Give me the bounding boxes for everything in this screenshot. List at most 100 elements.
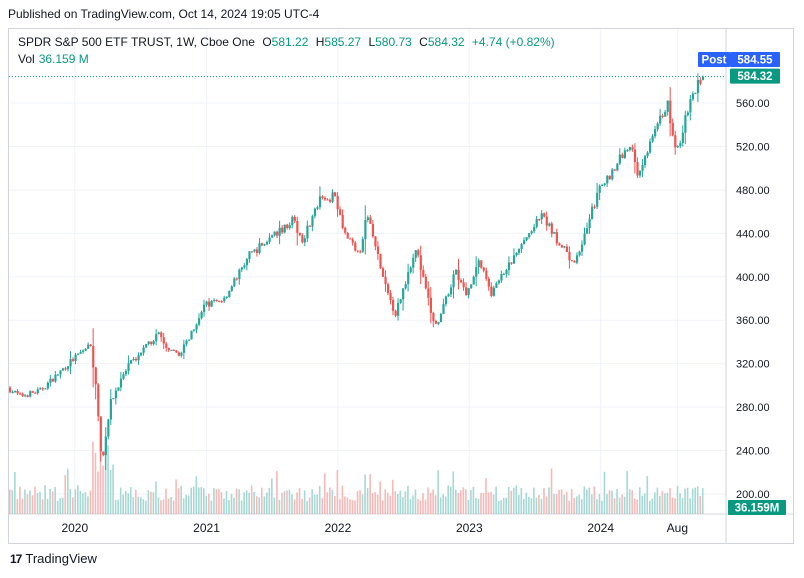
volume-bar (195, 476, 198, 514)
volume-bar (568, 500, 570, 514)
volume-bar (628, 489, 631, 514)
candle-body (684, 115, 687, 133)
candle-body (59, 370, 62, 375)
volume-bar (107, 445, 109, 514)
candle-body (402, 288, 405, 300)
high-value: 585.27 (324, 35, 362, 49)
candle-body (61, 368, 65, 371)
candle-body (303, 238, 307, 243)
y-tick-label: 400.00 (736, 272, 770, 284)
volume-bar (220, 492, 223, 514)
published-header: Published on TradingView.com, Oct 14, 20… (8, 7, 320, 21)
candle-body (545, 216, 548, 226)
candle-body (691, 93, 695, 100)
volume-bar (21, 498, 24, 514)
volume-label: Vol (18, 52, 35, 66)
volume-bar (255, 496, 258, 514)
candle-body (507, 262, 511, 270)
candle-body (177, 352, 181, 356)
candle-body (530, 231, 533, 234)
volume-bar (208, 493, 210, 514)
volume-bar (369, 474, 371, 514)
candle-body (283, 224, 286, 233)
candle-body (263, 244, 266, 246)
volume-bar (596, 499, 598, 514)
volume-bar (432, 489, 434, 514)
volume-bar (258, 497, 261, 514)
candle-body (51, 378, 55, 382)
volume-bar (686, 487, 689, 514)
volume-bar (268, 487, 271, 514)
candle-body (326, 199, 329, 201)
candle-body (329, 199, 332, 202)
volume-bar (523, 499, 525, 514)
volume-bar (565, 491, 568, 514)
volume-bar (465, 489, 467, 514)
candle-body (64, 368, 67, 370)
chart-frame[interactable] (8, 28, 794, 544)
volume-bar (36, 493, 39, 514)
volume-bar (134, 489, 137, 514)
candle-body (278, 227, 281, 236)
candle-body (74, 354, 77, 361)
candle-body (525, 237, 528, 241)
volume-bar (321, 498, 324, 514)
volume-bar (278, 499, 281, 514)
candle-body (140, 352, 143, 356)
volume-bar (303, 490, 306, 514)
volume-bar (666, 492, 669, 514)
candle-body (316, 207, 319, 209)
candle-body (523, 240, 526, 245)
volume-bar (618, 497, 621, 514)
volume-bar (223, 498, 225, 514)
candle-body (124, 370, 128, 375)
open-label: O (262, 35, 272, 49)
brand-name: TradingView (25, 551, 97, 566)
candle-body (203, 304, 206, 312)
candle-body (550, 223, 553, 234)
candle-body (36, 389, 39, 394)
x-tick-label: 2022 (325, 521, 352, 535)
volume-bar (230, 493, 233, 514)
candle-body (563, 246, 566, 248)
candle-body (44, 388, 47, 390)
candle-body (117, 387, 120, 391)
volume-bar (462, 487, 465, 514)
candle-body (16, 390, 19, 394)
candle-body (681, 132, 684, 144)
volume-bar (366, 487, 369, 514)
volume-bar (641, 495, 644, 514)
candle-body (626, 150, 629, 152)
volume-bar (696, 486, 699, 514)
volume-bar (376, 494, 379, 514)
volume-bar (490, 491, 492, 514)
volume-bar (213, 488, 215, 514)
candle-body (288, 225, 291, 229)
volume-bar (9, 489, 11, 514)
candle-body (31, 391, 34, 393)
volume-bar (497, 500, 500, 514)
candle-body (442, 304, 445, 314)
volume-bar (79, 490, 82, 514)
candle-body (623, 150, 627, 158)
volume-bar (409, 499, 412, 514)
candle-body (659, 115, 662, 124)
candle-body (656, 123, 659, 130)
volume-bar (41, 499, 44, 514)
volume-bar (563, 494, 565, 514)
candle-body (102, 451, 105, 456)
candle-body (376, 246, 380, 255)
volume-bar (507, 487, 510, 514)
volume-bar (381, 500, 384, 514)
symbol-legend: SPDR S&P 500 ETF TRUST, 1W, Cboe One O58… (18, 35, 555, 49)
footer-brand[interactable]: 17 TradingView (10, 551, 97, 566)
post-value: 584.55 (737, 55, 773, 67)
candle-body (301, 235, 304, 243)
volume-bar (167, 498, 170, 514)
candle-body (497, 280, 501, 284)
volume-bar (137, 496, 140, 514)
volume-bar (150, 491, 152, 514)
post-label-bg (698, 52, 730, 67)
volume-bar (649, 500, 651, 514)
